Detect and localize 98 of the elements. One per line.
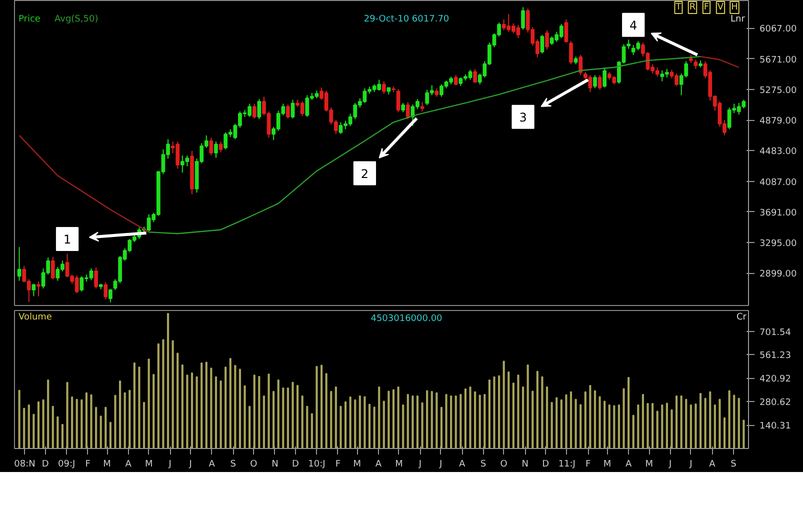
x-tick-label: O	[500, 460, 508, 470]
candlestick	[521, 6, 525, 30]
x-tick-label: A	[125, 460, 132, 470]
y-tick-label: 5275.00	[760, 86, 797, 96]
x-tick-label: A	[625, 460, 632, 470]
line-series	[18, 134, 150, 233]
x-tick-label: A	[208, 460, 216, 470]
candlestick	[540, 34, 544, 54]
text: Avg(S,50)	[54, 14, 98, 24]
x-tick-label: J	[668, 460, 672, 470]
candlestick	[406, 102, 410, 120]
candlestick	[598, 74, 602, 90]
annotation: V	[717, 2, 724, 12]
candlestick	[50, 256, 55, 280]
x-tick-label: M	[645, 460, 654, 470]
x-tick-label: N	[272, 460, 278, 470]
x-tick-label: O	[250, 460, 258, 470]
candlestick	[420, 102, 424, 112]
y-tick-label: 701.54	[760, 328, 792, 338]
annotation: 1	[63, 232, 72, 247]
candlestick	[396, 88, 400, 113]
x-tick-label: M	[395, 460, 403, 470]
x-tick-label: D	[542, 460, 550, 470]
x-tick-label: J	[438, 460, 442, 470]
x-tick-label: D	[292, 460, 300, 470]
x-tick-label: N	[522, 460, 528, 470]
candlestick	[36, 281, 40, 297]
x-tick-label: M	[353, 460, 362, 470]
annotation: 4	[630, 18, 638, 32]
y-tick-label: 6067.00	[760, 24, 797, 35]
x-tick-label: F	[85, 460, 90, 470]
annotation: 29-Oct-10 6017.70	[364, 14, 450, 24]
annotation: T	[674, 2, 682, 12]
x-tick-label: F	[586, 460, 591, 470]
candlestick	[578, 54, 583, 76]
y-tick-label: 4087.00	[760, 178, 797, 188]
candlestick	[286, 104, 290, 119]
x-tick-label: J	[188, 460, 192, 470]
x-tick-label: 09:J	[58, 460, 76, 470]
candlestick	[564, 18, 568, 44]
annotation: 4503016000.00	[370, 314, 443, 324]
x-tick-label: A	[375, 460, 382, 470]
annotation: H	[731, 2, 738, 12]
annotation: Lnr	[730, 14, 746, 24]
x-tick-label: S	[480, 460, 486, 470]
candlestick	[104, 282, 108, 300]
candlestick	[108, 288, 112, 303]
y-tick-label: 3295.00	[760, 238, 797, 249]
candlestick	[214, 141, 218, 158]
annotation: Price	[18, 14, 41, 24]
candlestick	[290, 99, 295, 119]
candlestick	[593, 74, 597, 89]
x-tick-label: S	[230, 460, 236, 470]
y-tick-label: 4483.00	[760, 147, 797, 158]
candlestick	[209, 137, 214, 156]
x-tick-label: M	[603, 460, 612, 470]
x-tick-label: F	[335, 460, 341, 470]
x-tick-label: 11:J	[558, 460, 576, 470]
x-tick-label: J	[418, 460, 422, 470]
x-tick-label: 08:N	[14, 460, 36, 470]
annotation: R	[689, 2, 696, 12]
line-series	[148, 56, 702, 234]
candlestick	[17, 246, 22, 282]
y-tick-label: 2899.00	[760, 270, 797, 280]
candlestick	[252, 103, 256, 119]
candlestick	[626, 39, 631, 50]
y-tick-label: 420.92	[760, 374, 791, 385]
x-tick-label: 10:J	[308, 460, 326, 470]
annotation: 3	[519, 110, 527, 124]
candlestick	[94, 267, 98, 289]
candlestick	[257, 98, 262, 120]
candlestick	[545, 30, 549, 50]
candlestick	[569, 40, 573, 65]
x-tick-label: J	[688, 460, 692, 470]
y-tick-label: 5671.00	[760, 55, 797, 66]
candlestick	[473, 68, 477, 84]
x-tick-label: D	[42, 460, 49, 470]
y-tick-label: 3691.00	[760, 208, 797, 218]
x-tick-label: A	[458, 460, 466, 470]
candlestick	[602, 66, 607, 88]
x-tick-label: J	[168, 460, 172, 470]
annotation: F	[704, 2, 710, 12]
x-tick-label: S	[730, 460, 737, 470]
annotation: Volume	[18, 312, 52, 322]
candlestick	[32, 283, 36, 297]
y-tick-label: 280.62	[760, 398, 791, 408]
y-tick-label: 561.23	[760, 351, 791, 362]
annotation: 2	[360, 166, 369, 181]
x-tick-label: M	[144, 460, 153, 470]
candlestick	[401, 102, 406, 113]
y-tick-label: 140.31	[760, 422, 791, 432]
y-tick-label: 4879.00	[760, 116, 797, 127]
x-tick-label: A	[709, 460, 716, 470]
x-tick-label: M	[103, 460, 111, 470]
annotation: Cr	[736, 312, 747, 322]
candlestick	[382, 80, 386, 94]
candlestick	[218, 141, 223, 153]
candlestick	[694, 59, 698, 70]
